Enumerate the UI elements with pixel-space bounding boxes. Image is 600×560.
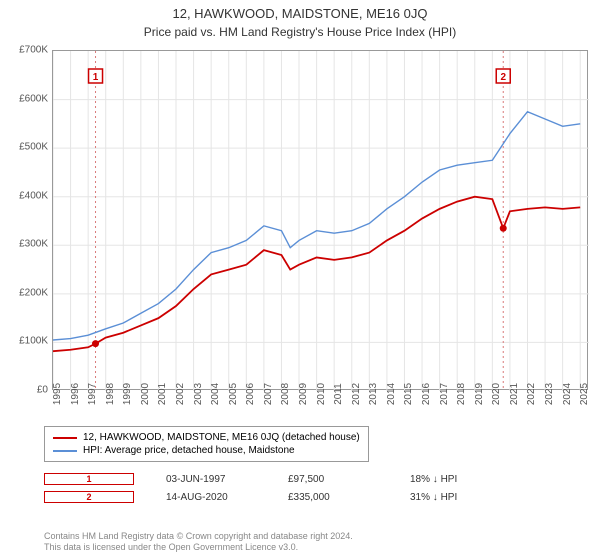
y-tick-label: £700K xyxy=(19,45,48,56)
chart-title: 12, HAWKWOOD, MAIDSTONE, ME16 0JQ xyxy=(0,0,600,21)
legend-item: 12, HAWKWOOD, MAIDSTONE, ME16 0JQ (detac… xyxy=(53,431,360,444)
legend-item: HPI: Average price, detached house, Maid… xyxy=(53,444,360,457)
x-tick-label: 2000 xyxy=(140,383,151,405)
x-tick-label: 2011 xyxy=(333,383,344,405)
x-tick-label: 2018 xyxy=(456,383,467,405)
credits: Contains HM Land Registry data © Crown c… xyxy=(44,531,353,554)
chart-area: £0£100K£200K£300K£400K£500K£600K£700K 12… xyxy=(8,50,592,420)
sale-hpi-delta: 18% ↓ HPI xyxy=(410,474,500,485)
y-tick-label: £600K xyxy=(19,93,48,104)
sale-hpi-delta: 31% ↓ HPI xyxy=(410,492,500,503)
x-tick-label: 2025 xyxy=(579,383,590,405)
legend: 12, HAWKWOOD, MAIDSTONE, ME16 0JQ (detac… xyxy=(44,426,369,462)
y-tick-label: £500K xyxy=(19,142,48,153)
x-tick-label: 2023 xyxy=(544,383,555,405)
x-tick-label: 2017 xyxy=(439,383,450,405)
x-tick-label: 1997 xyxy=(87,383,98,405)
y-axis: £0£100K£200K£300K£400K£500K£600K£700K xyxy=(8,50,50,390)
legend-label: 12, HAWKWOOD, MAIDSTONE, ME16 0JQ (detac… xyxy=(83,432,360,443)
x-tick-label: 1999 xyxy=(122,383,133,405)
x-tick-label: 2019 xyxy=(474,383,485,405)
x-tick-label: 2012 xyxy=(351,383,362,405)
sale-date: 03-JUN-1997 xyxy=(166,474,256,485)
legend-swatch xyxy=(53,450,77,452)
x-tick-label: 2003 xyxy=(193,383,204,405)
sale-points-table: 1 03-JUN-1997 £97,500 18% ↓ HPI 2 14-AUG-2020… xyxy=(44,470,500,506)
sale-price: £335,000 xyxy=(288,492,378,503)
x-tick-label: 2013 xyxy=(368,383,379,405)
y-tick-label: £100K xyxy=(19,336,48,347)
x-tick-label: 2001 xyxy=(157,383,168,405)
x-tick-label: 2007 xyxy=(263,383,274,405)
credits-line-1: Contains HM Land Registry data © Crown c… xyxy=(44,531,353,543)
x-tick-label: 1998 xyxy=(105,383,116,405)
chart-subtitle: Price paid vs. HM Land Registry's House … xyxy=(0,21,600,39)
credits-line-2: This data is licensed under the Open Gov… xyxy=(44,542,353,554)
x-tick-label: 2022 xyxy=(526,383,537,405)
x-tick-label: 2015 xyxy=(403,383,414,405)
x-tick-label: 1996 xyxy=(70,383,81,405)
x-tick-label: 2024 xyxy=(562,383,573,405)
x-tick-label: 2016 xyxy=(421,383,432,405)
legend-swatch xyxy=(53,437,77,439)
sale-price: £97,500 xyxy=(288,474,378,485)
x-tick-label: 2021 xyxy=(509,383,520,405)
x-tick-label: 2005 xyxy=(228,383,239,405)
y-tick-label: £300K xyxy=(19,239,48,250)
x-tick-label: 2004 xyxy=(210,383,221,405)
legend-label: HPI: Average price, detached house, Maid… xyxy=(83,445,295,456)
x-tick-label: 1995 xyxy=(52,383,63,405)
svg-text:2: 2 xyxy=(500,72,506,83)
sale-point-row: 1 03-JUN-1997 £97,500 18% ↓ HPI xyxy=(44,470,500,488)
sale-point-marker: 2 xyxy=(44,491,134,503)
sale-point-row: 2 14-AUG-2020 £335,000 31% ↓ HPI xyxy=(44,488,500,506)
plot-region: 12 xyxy=(52,50,588,390)
x-axis: 1995199619971998199920002001200220032004… xyxy=(52,390,588,420)
x-tick-label: 2010 xyxy=(316,383,327,405)
x-tick-label: 2014 xyxy=(386,383,397,405)
y-tick-label: £400K xyxy=(19,190,48,201)
x-tick-label: 2020 xyxy=(491,383,502,405)
sale-date: 14-AUG-2020 xyxy=(166,492,256,503)
y-tick-label: £200K xyxy=(19,287,48,298)
x-tick-label: 2002 xyxy=(175,383,186,405)
svg-text:1: 1 xyxy=(93,72,99,83)
x-tick-label: 2009 xyxy=(298,383,309,405)
sale-point-marker: 1 xyxy=(44,473,134,485)
x-tick-label: 2006 xyxy=(245,383,256,405)
y-tick-label: £0 xyxy=(37,385,48,396)
x-tick-label: 2008 xyxy=(280,383,291,405)
